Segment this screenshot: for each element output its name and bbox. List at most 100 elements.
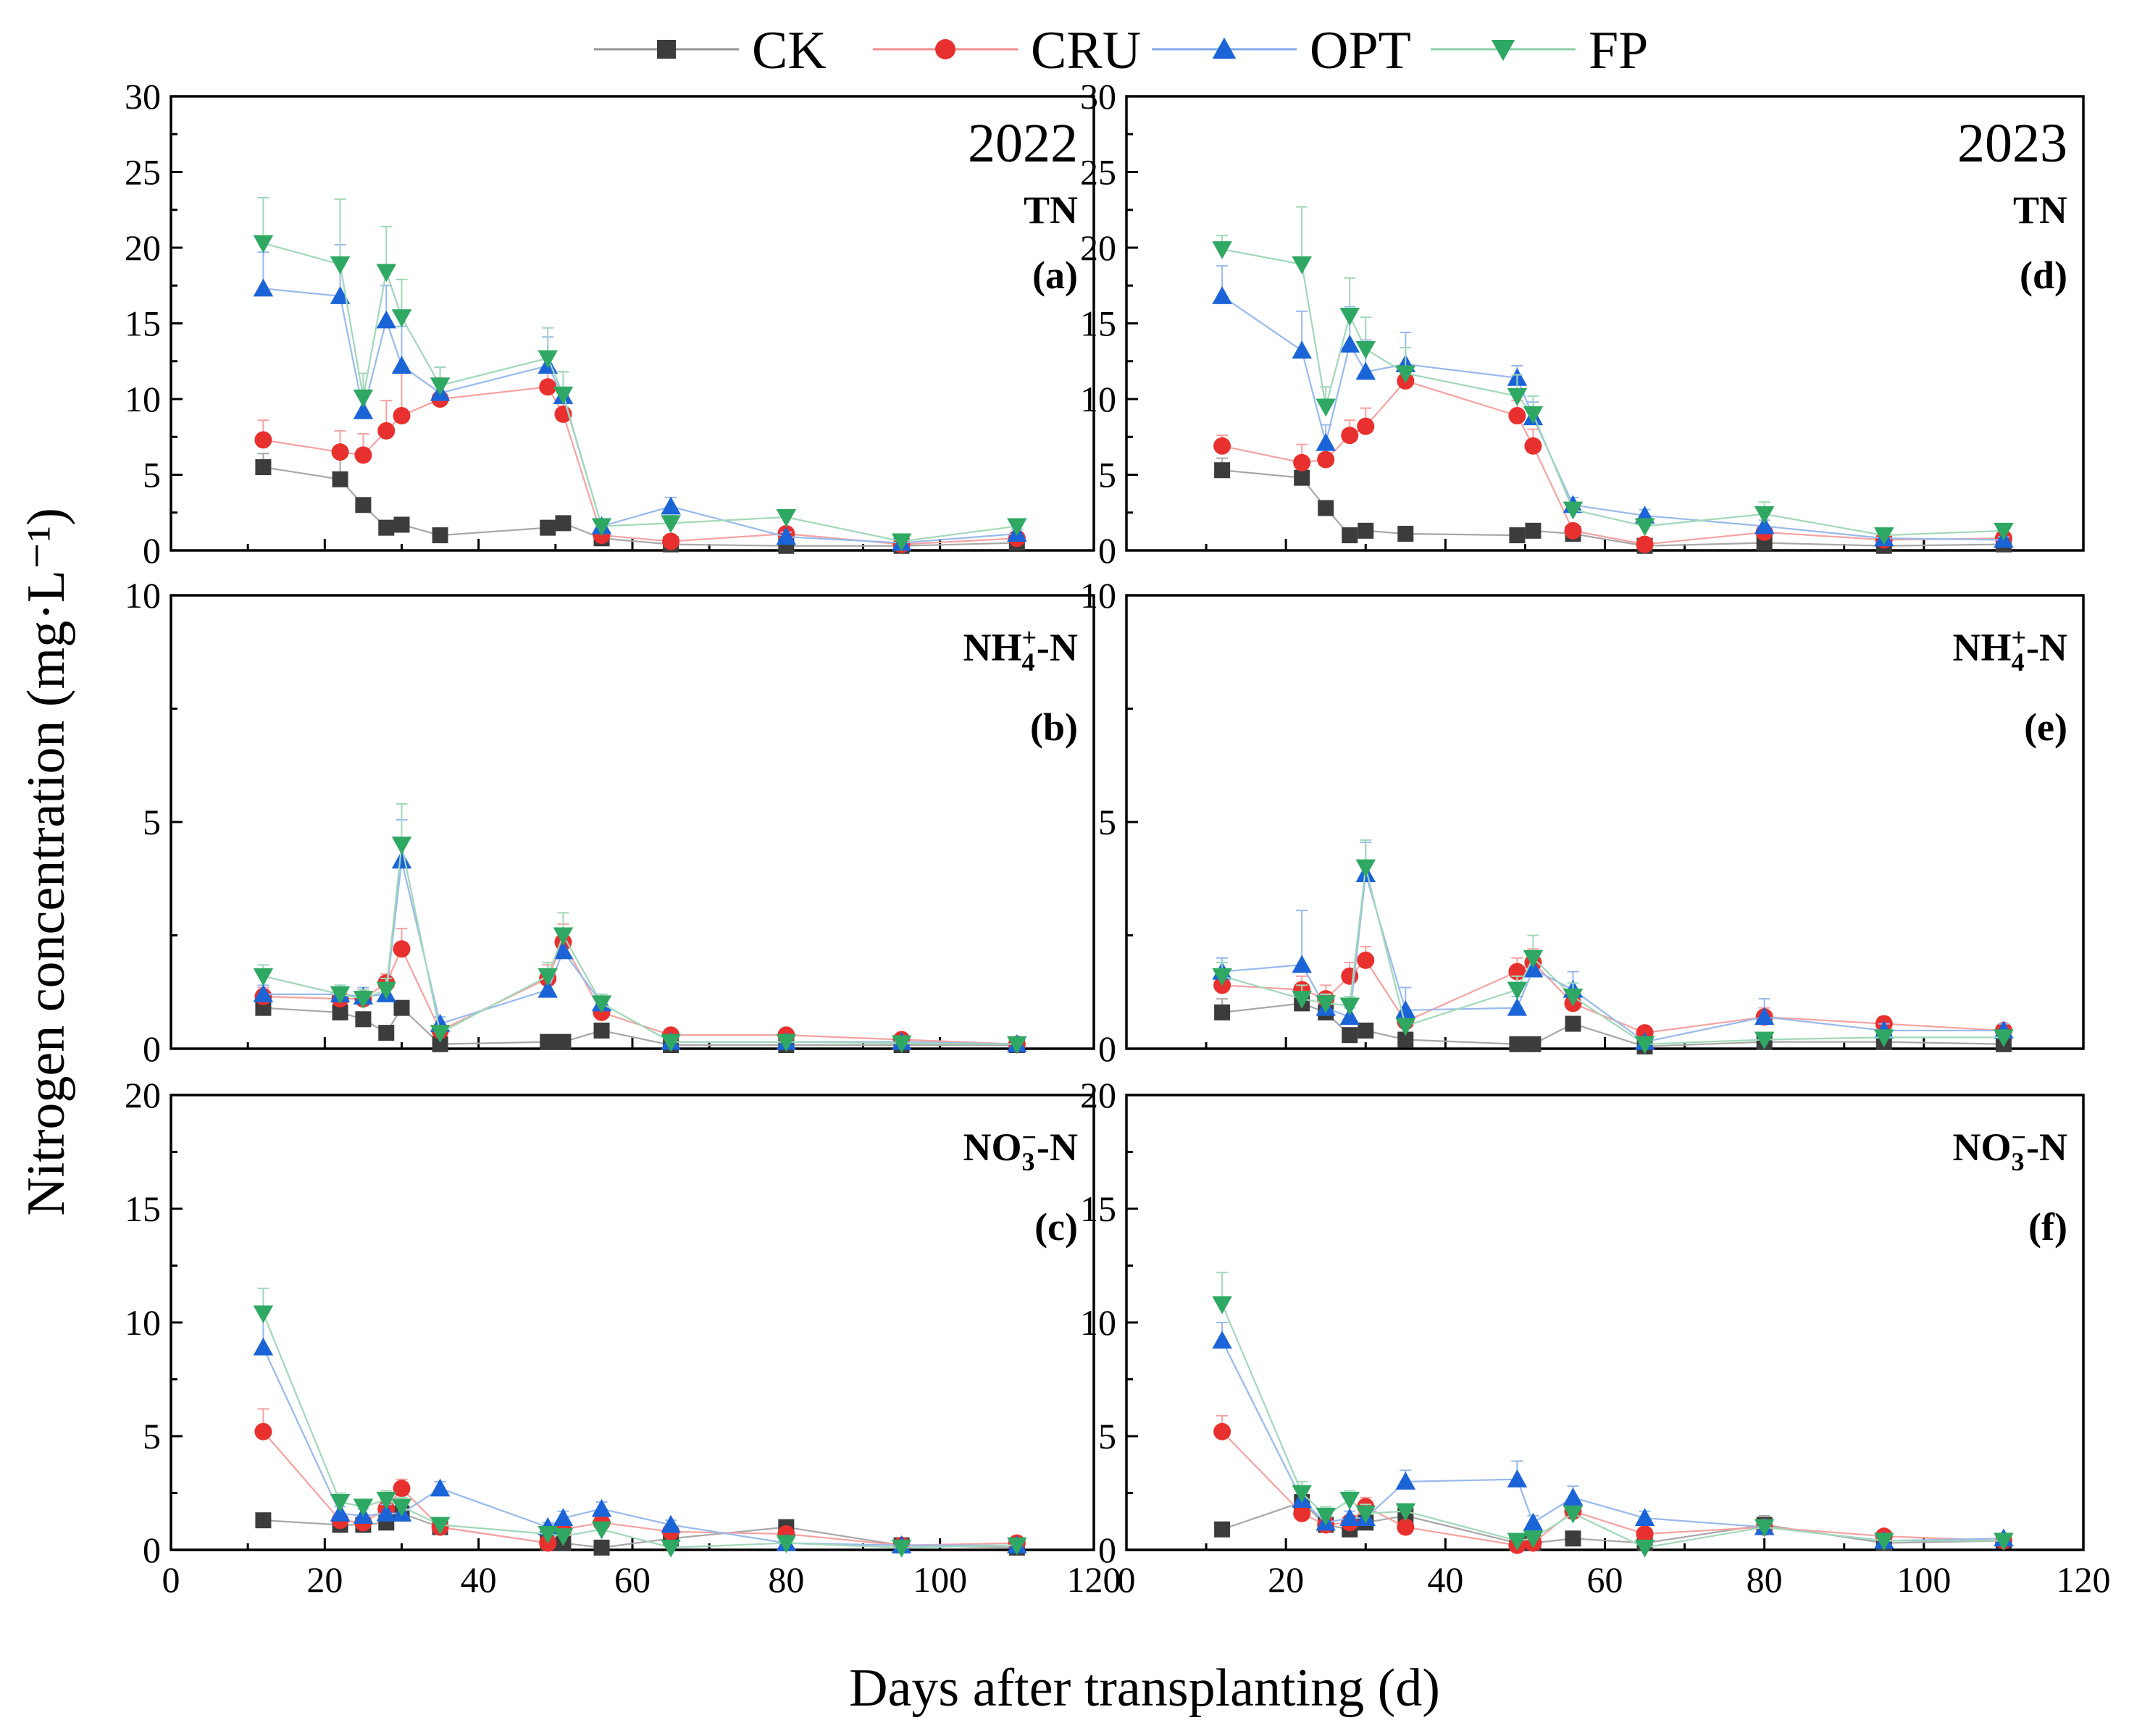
data-point bbox=[1212, 241, 1232, 259]
series-line bbox=[1221, 295, 2004, 541]
data-point bbox=[377, 422, 396, 440]
panel-d: 0 5 10 15 20 25 30 2023 TN (d) bbox=[1080, 76, 2085, 571]
data-point bbox=[1339, 308, 1360, 326]
data-point bbox=[1339, 1491, 1360, 1510]
data-point bbox=[393, 999, 410, 1016]
data-point bbox=[1007, 518, 1027, 537]
data-point bbox=[776, 527, 797, 545]
data-point bbox=[1523, 1512, 1544, 1531]
y-tick-label: 15 bbox=[125, 303, 161, 344]
y-axis-label: Nitrogen concentration (mg·L⁻¹) bbox=[17, 508, 76, 1216]
data-point bbox=[1397, 1518, 1415, 1536]
data-point bbox=[1634, 1036, 1655, 1054]
variable-label: TN bbox=[1024, 188, 1078, 232]
data-point bbox=[1395, 1000, 1416, 1018]
data-point bbox=[393, 516, 410, 533]
data-point bbox=[376, 981, 397, 1000]
y-tick-label: 0 bbox=[143, 1028, 161, 1069]
data-point bbox=[1507, 981, 1528, 1000]
y-tick-label: 25 bbox=[125, 152, 161, 193]
data-point bbox=[253, 968, 274, 986]
series-line bbox=[263, 844, 1017, 1045]
y-tick-label: 20 bbox=[1080, 227, 1116, 268]
data-point bbox=[1395, 1472, 1416, 1490]
y-tick-label: 30 bbox=[1080, 76, 1116, 117]
data-point bbox=[1524, 437, 1542, 455]
data-point bbox=[1874, 527, 1894, 545]
panel-c-frame bbox=[170, 1094, 1095, 1551]
data-point bbox=[253, 278, 274, 297]
x-tick-label: 80 bbox=[1747, 1559, 1783, 1600]
data-point bbox=[1507, 997, 1528, 1016]
data-point bbox=[538, 1526, 558, 1544]
data-point bbox=[391, 356, 412, 374]
panel-label: (f) bbox=[2028, 1205, 2067, 1249]
series-line bbox=[1221, 1304, 2004, 1549]
data-point bbox=[1395, 365, 1416, 384]
x-tick-label: 20 bbox=[1268, 1559, 1304, 1600]
series-opt-f bbox=[1212, 1322, 2014, 1549]
y-tick-label: 20 bbox=[125, 227, 161, 268]
y-tick-label: 0 bbox=[1098, 1530, 1116, 1570]
panel-b: 0 5 10 NH4+-N (b) bbox=[125, 575, 1095, 1069]
data-point bbox=[432, 527, 448, 544]
data-point bbox=[538, 979, 558, 998]
x-tick-label: 0 bbox=[1118, 1559, 1136, 1600]
y-tick-label: 10 bbox=[1080, 1302, 1116, 1343]
data-point bbox=[553, 1508, 574, 1527]
data-point bbox=[553, 941, 574, 960]
data-point bbox=[591, 1498, 612, 1517]
data-point bbox=[430, 1025, 451, 1043]
data-point bbox=[1564, 521, 1582, 540]
data-point bbox=[255, 1512, 272, 1529]
data-point bbox=[353, 1498, 374, 1517]
y-tick-label: 15 bbox=[125, 1188, 161, 1229]
legend-marker bbox=[1491, 40, 1515, 62]
y-tick-label: 10 bbox=[125, 1302, 161, 1343]
data-point bbox=[1563, 1505, 1584, 1524]
data-point bbox=[1874, 1532, 1894, 1551]
data-point bbox=[330, 1494, 351, 1512]
data-point bbox=[391, 309, 412, 327]
data-point bbox=[1339, 335, 1360, 353]
data-point bbox=[1355, 1505, 1376, 1524]
data-point bbox=[1341, 967, 1359, 985]
panel-e: 0 5 10 NH4+-N (e) bbox=[1080, 575, 2085, 1069]
data-point bbox=[1507, 1532, 1528, 1551]
data-point bbox=[330, 256, 351, 274]
variable-label: NH4+-N bbox=[1953, 623, 2068, 676]
data-point bbox=[891, 1035, 912, 1054]
data-point bbox=[1355, 341, 1376, 359]
data-point bbox=[430, 1478, 451, 1497]
data-point bbox=[1634, 518, 1655, 537]
series-fp-b bbox=[253, 802, 1027, 1054]
year-label: 2023 bbox=[1957, 113, 2067, 174]
data-point bbox=[1523, 406, 1544, 424]
x-tick-label: 120 bbox=[2057, 1559, 2111, 1600]
data-point bbox=[254, 431, 272, 449]
data-point bbox=[593, 1022, 610, 1039]
data-point bbox=[353, 389, 374, 408]
y-tick-label: 20 bbox=[1080, 1075, 1116, 1115]
data-point bbox=[391, 850, 412, 869]
data-point bbox=[1316, 995, 1336, 1014]
data-point bbox=[1212, 1330, 1232, 1349]
data-point bbox=[555, 1033, 572, 1050]
data-point bbox=[1754, 1519, 1775, 1538]
data-point bbox=[1357, 417, 1375, 435]
data-point bbox=[1874, 1029, 1894, 1048]
series-line bbox=[1221, 248, 2004, 537]
x-tick-label: 80 bbox=[768, 1559, 804, 1600]
legend-label: CRU bbox=[1031, 21, 1141, 80]
x-tick-label: 60 bbox=[1587, 1559, 1623, 1600]
legend-entry-fp: FP bbox=[1431, 21, 1648, 80]
data-point bbox=[662, 532, 680, 550]
y-tick-label: 5 bbox=[143, 455, 161, 495]
data-point bbox=[332, 1004, 348, 1020]
data-point bbox=[432, 1036, 448, 1052]
data-point bbox=[776, 509, 797, 527]
data-point bbox=[1634, 1539, 1655, 1558]
x-tick-label: 100 bbox=[913, 1559, 967, 1600]
